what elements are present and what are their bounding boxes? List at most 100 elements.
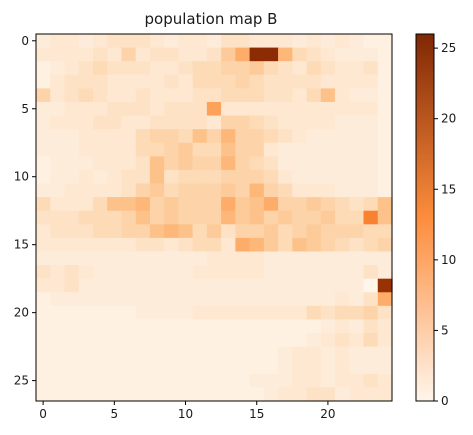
heatmap-cell: [263, 251, 279, 266]
heatmap-cell: [78, 74, 94, 89]
heatmap-cell: [78, 197, 94, 212]
heatmap-cell: [64, 129, 80, 144]
heatmap-cell: [377, 305, 393, 321]
heatmap-cell: [221, 47, 236, 62]
heatmap-cell: [78, 142, 94, 157]
heatmap-cell: [192, 61, 208, 76]
heatmap-cell: [320, 169, 336, 185]
heatmap-cell: [377, 360, 393, 375]
heatmap-cell: [178, 197, 194, 212]
heatmap-cell: [263, 346, 279, 361]
heatmap-cell: [221, 169, 236, 185]
heatmap-cell: [36, 292, 51, 307]
heatmap-cell: [178, 319, 194, 334]
heatmap-cell: [377, 224, 393, 239]
heatmap-cell: [292, 47, 308, 62]
heatmap-cell: [292, 34, 308, 49]
heatmap-cell: [349, 292, 365, 307]
heatmap-cell: [221, 333, 236, 348]
heatmap-cell: [335, 251, 350, 266]
heatmap-cell: [349, 360, 365, 375]
heatmap-cell: [377, 210, 393, 225]
heatmap-cell: [107, 305, 123, 321]
heatmap-cell: [149, 197, 165, 212]
heatmap-cell: [192, 319, 208, 334]
heatmap-cell: [135, 224, 151, 239]
x-tick-label: 5: [110, 407, 118, 421]
heatmap-cell: [278, 197, 293, 212]
heatmap-cell: [263, 373, 279, 388]
heatmap-cell: [377, 88, 393, 103]
heatmap-cell: [92, 346, 108, 361]
heatmap-cell: [349, 156, 365, 171]
heatmap-cell: [164, 210, 179, 225]
heatmap-cell: [249, 319, 265, 334]
colorbar-tick-label: 0: [441, 394, 449, 408]
heatmap-cell: [363, 210, 379, 225]
heatmap-cell: [349, 373, 365, 388]
heatmap-cell: [178, 210, 194, 225]
heatmap-cell: [320, 197, 336, 212]
heatmap-cell: [107, 74, 123, 89]
heatmap-cell: [306, 61, 322, 76]
heatmap-cell: [64, 346, 80, 361]
heatmap-cell: [107, 333, 123, 348]
heatmap-cell: [221, 142, 236, 157]
heatmap-cell: [306, 292, 322, 307]
heatmap-cell: [292, 169, 308, 185]
heatmap-cell: [363, 346, 379, 361]
heatmap-cell: [335, 101, 350, 117]
heatmap-cell: [50, 156, 66, 171]
heatmap-cell: [235, 265, 251, 280]
heatmap-cell: [64, 183, 80, 198]
heatmap-cell: [92, 61, 108, 76]
heatmap-cell: [320, 360, 336, 375]
heatmap-cell: [377, 34, 393, 49]
heatmap-cell: [64, 142, 80, 157]
heatmap-cell: [306, 333, 322, 348]
heatmap-cell: [363, 373, 379, 388]
heatmap-cell: [377, 47, 393, 62]
heatmap-cell: [206, 156, 222, 171]
heatmap-cell: [192, 292, 208, 307]
heatmap-cell: [178, 115, 194, 130]
heatmap-cell: [292, 251, 308, 266]
heatmap-cell: [107, 47, 123, 62]
heatmap-cell: [135, 373, 151, 388]
heatmap-cell: [36, 387, 51, 402]
heatmap-cell: [377, 74, 393, 89]
heatmap-cell: [92, 333, 108, 348]
heatmap-cell: [192, 183, 208, 198]
heatmap-cell: [107, 61, 123, 76]
heatmap-cell: [363, 47, 379, 62]
heatmap-cell: [107, 265, 123, 280]
heatmap-cell: [278, 183, 293, 198]
heatmap-cell: [64, 319, 80, 334]
heatmap-cell: [92, 47, 108, 62]
heatmap-cell: [249, 88, 265, 103]
heatmap-cell: [349, 115, 365, 130]
heatmap-cell: [206, 292, 222, 307]
heatmap-cell: [206, 197, 222, 212]
heatmap-cell: [235, 360, 251, 375]
heatmap-cell: [135, 360, 151, 375]
heatmap-cell: [335, 169, 350, 185]
heatmap-cell: [235, 156, 251, 171]
heatmap-cell: [263, 169, 279, 185]
heatmap-cell: [64, 292, 80, 307]
heatmap-cell: [149, 237, 165, 253]
heatmap-cell: [149, 169, 165, 185]
heatmap-cell: [292, 101, 308, 117]
heatmap-cell: [206, 251, 222, 266]
heatmap-cell: [36, 61, 51, 76]
heatmap-cell: [121, 237, 137, 253]
heatmap-cell: [335, 278, 350, 293]
heatmap-cell: [278, 74, 293, 89]
heatmap-cell: [121, 251, 137, 266]
heatmap-cell: [206, 360, 222, 375]
heatmap-cell: [36, 88, 51, 103]
x-axis: 0 5 10 15 20: [39, 401, 336, 421]
heatmap-cell: [50, 169, 66, 185]
heatmap-cell: [64, 61, 80, 76]
heatmap-cell: [149, 61, 165, 76]
